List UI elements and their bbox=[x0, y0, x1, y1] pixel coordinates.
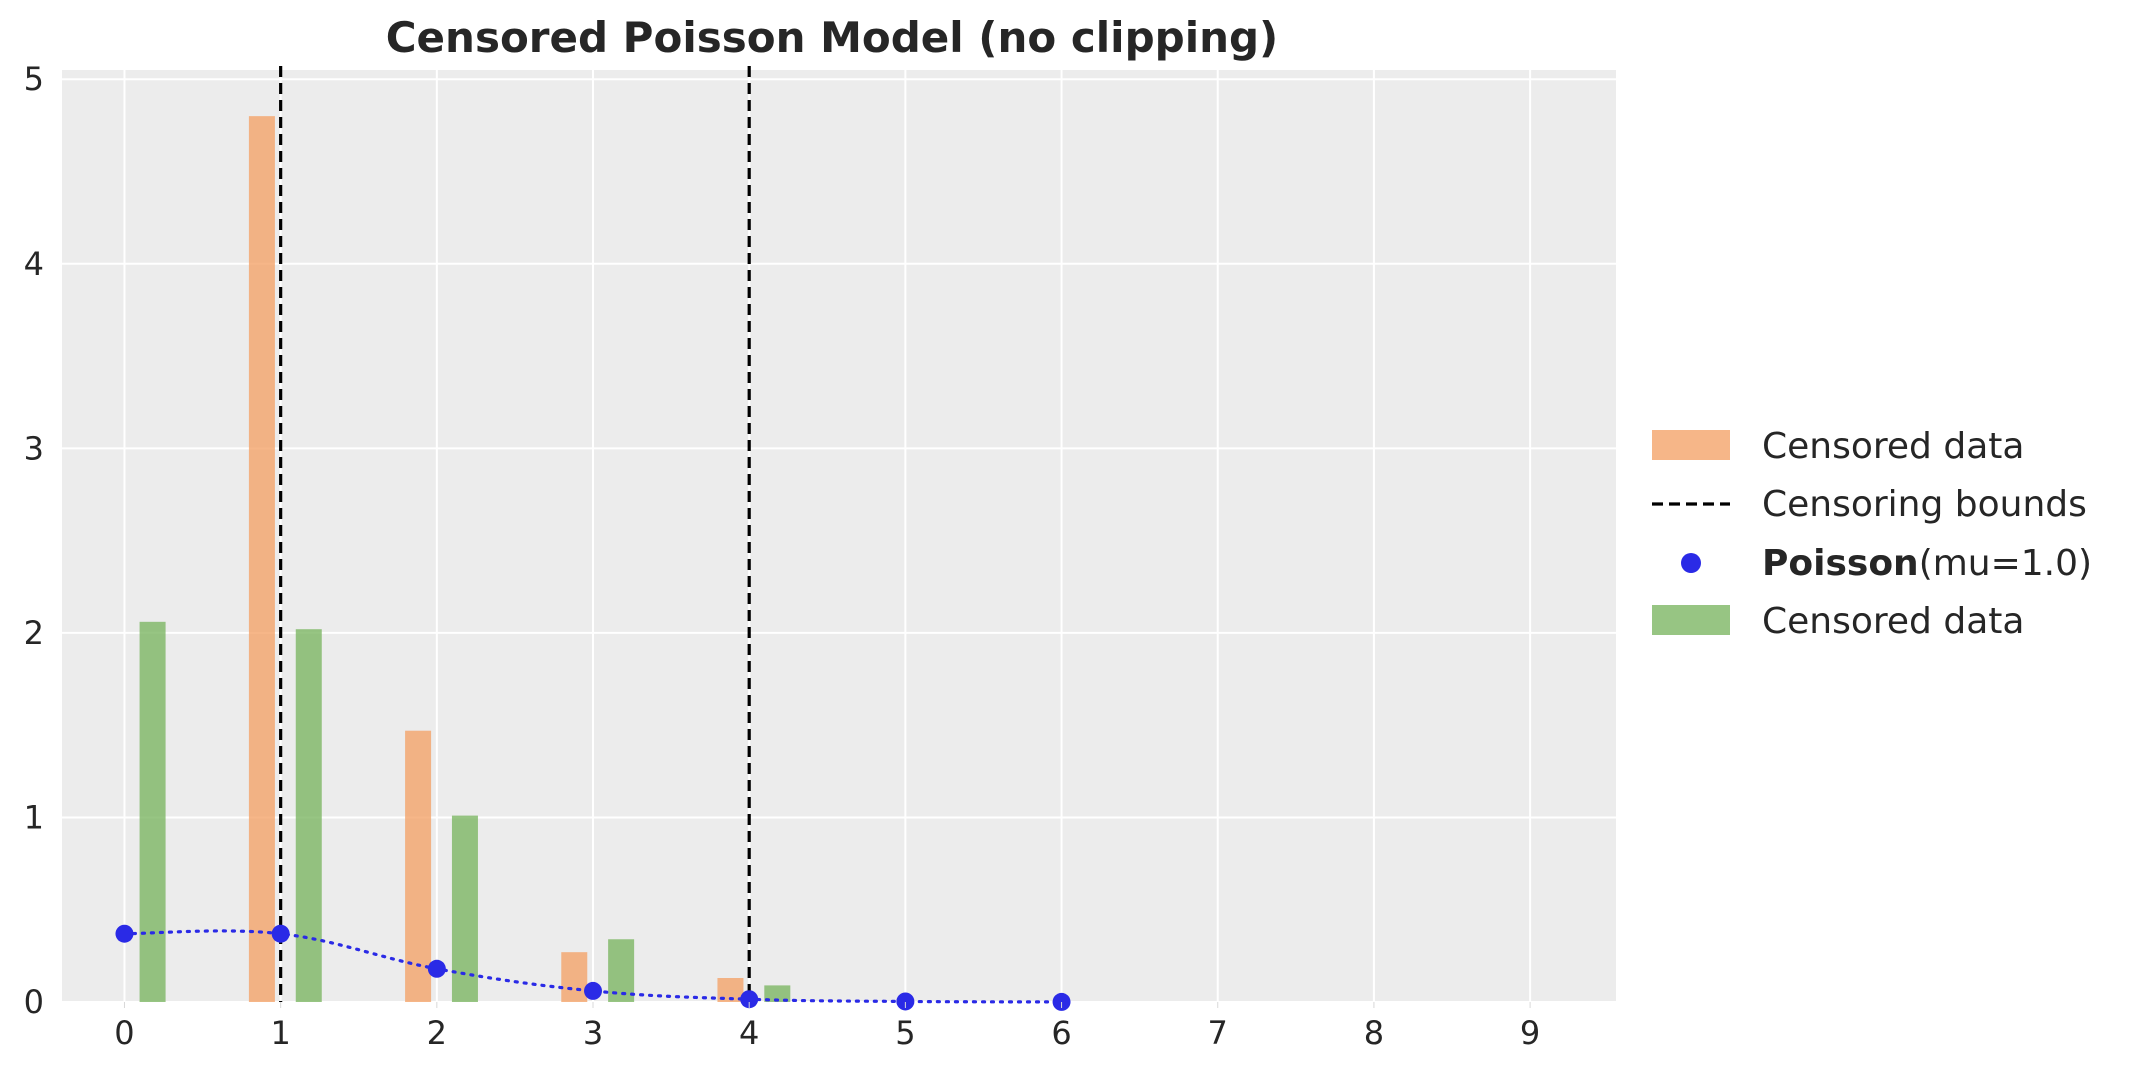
x-tick-label: 7 bbox=[1208, 1014, 1228, 1052]
y-tick-label: 0 bbox=[24, 983, 44, 1021]
poisson-point bbox=[1052, 992, 1071, 1011]
x-tick-label: 1 bbox=[270, 1014, 290, 1052]
bars bbox=[139, 116, 791, 1002]
bar bbox=[608, 939, 635, 1002]
bar bbox=[139, 621, 166, 1002]
x-tick-label: 3 bbox=[583, 1014, 603, 1052]
x-tick-label: 4 bbox=[739, 1014, 759, 1052]
bar bbox=[405, 730, 432, 1002]
x-tick-label: 0 bbox=[114, 1014, 134, 1052]
poisson-point bbox=[896, 992, 915, 1011]
poisson-point bbox=[115, 924, 134, 943]
legend-swatch bbox=[1652, 605, 1730, 635]
legend-label-rest: (mu=1.0) bbox=[1919, 543, 2092, 584]
bar bbox=[451, 815, 478, 1002]
x-tick-label: 9 bbox=[1520, 1014, 1540, 1052]
y-tick-label: 3 bbox=[24, 429, 44, 467]
bar bbox=[561, 952, 588, 1002]
legend-label: Censored data bbox=[1762, 426, 2024, 467]
bar bbox=[717, 978, 744, 1002]
x-tick-label: 2 bbox=[427, 1014, 447, 1052]
y-tick-label: 5 bbox=[24, 60, 44, 98]
bar bbox=[248, 116, 275, 1002]
plot-area bbox=[62, 70, 1616, 1002]
legend-swatch bbox=[1652, 430, 1730, 460]
poisson-point bbox=[427, 959, 446, 978]
y-tick-label: 2 bbox=[24, 614, 44, 652]
y-axis-ticks: 0 1 2 3 4 5 bbox=[24, 60, 44, 1021]
bar bbox=[764, 985, 791, 1002]
y-tick-label: 1 bbox=[24, 798, 44, 836]
legend-dot bbox=[1681, 553, 1701, 573]
poisson-point bbox=[584, 981, 603, 1000]
x-tick-label: 6 bbox=[1051, 1014, 1071, 1052]
legend-label: Censored data bbox=[1762, 601, 2024, 642]
legend: Censored data Censoring bounds Poisson(mu=… bbox=[1652, 426, 2092, 642]
y-tick-label: 4 bbox=[24, 245, 44, 283]
legend-label: Censoring bounds bbox=[1762, 484, 2087, 525]
legend-label-bold: Poisson bbox=[1762, 543, 1919, 584]
x-tick-label: 8 bbox=[1364, 1014, 1384, 1052]
legend-label: Poisson(mu=1.0) bbox=[1762, 543, 2092, 584]
chart-title: Censored Poisson Model (no clipping) bbox=[386, 13, 1279, 62]
poisson-series bbox=[115, 924, 1071, 1011]
poisson-point bbox=[271, 924, 290, 943]
poisson-point bbox=[740, 990, 759, 1009]
x-tick-label: 5 bbox=[895, 1014, 915, 1052]
censoring-bounds bbox=[279, 66, 751, 1002]
bar bbox=[295, 629, 322, 1002]
x-axis-ticks: 0 1 2 3 4 5 6 7 8 9 bbox=[114, 1002, 1540, 1052]
